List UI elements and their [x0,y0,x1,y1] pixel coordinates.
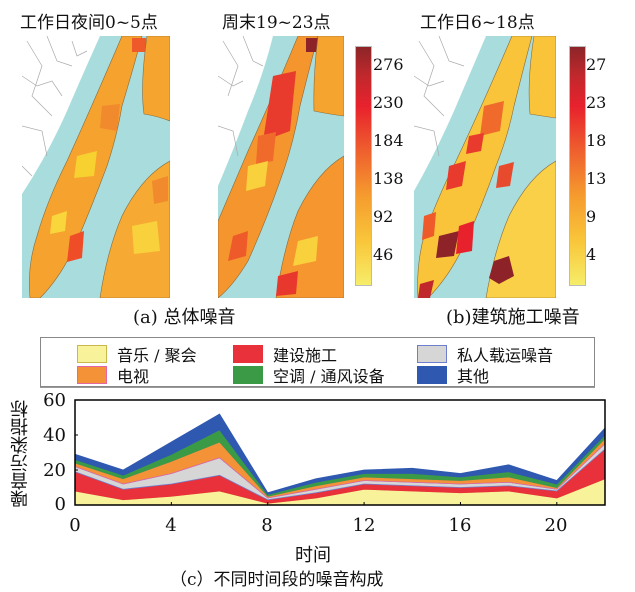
map-title-weekday-day: 工作日6~18点 [420,13,535,33]
colorbar-total-tick: 230 [373,93,404,112]
legend-label: 其他 [457,367,490,386]
colorbar-total-noise [355,46,372,286]
map-weekend-evening-graphic [218,36,344,298]
x-axis-label: 时间 [295,545,331,566]
chart-legend: 音乐 / 聚会 电视 建设施工 空调 / 通风设备 私人载运噪音 其他 [40,337,595,387]
legend-label: 电视 [117,367,150,386]
colorbar-construction-tick: 18 [586,131,607,150]
colorbar-total-tick: 92 [373,207,394,226]
colorbar-construction-tick: 4 [586,245,597,264]
x-tick-label: 12 [352,515,376,536]
legend-label: 私人载运噪音 [457,346,554,365]
colorbar-total-tick: 276 [373,55,404,74]
colorbar-construction-tick: 23 [586,93,607,112]
x-tick-label: 16 [448,515,472,536]
colorbar-construction-tick: 13 [586,169,607,188]
colorbar-total-tick: 46 [373,245,394,264]
y-tick-label: 0 [54,494,66,515]
legend-label: 音乐 / 聚会 [117,346,197,365]
y-tick-label: 40 [43,425,66,446]
legend-item: 其他 [417,363,489,387]
legend-item: 空调 / 通风设备 [233,363,385,387]
legend-swatch [417,366,447,384]
legend-label: 建设施工 [273,346,338,365]
caption-c: （c）不同时间段的噪音构成 [170,570,384,590]
legend-swatch [77,366,107,384]
legend-swatch [233,345,263,363]
legend-item: 建设施工 [233,342,337,366]
map-weekday-night-graphic [22,36,170,298]
map-weekday-night [22,36,170,298]
colorbar-total-tick: 138 [373,169,404,188]
map-weekday-day-graphic [414,36,556,298]
map-weekend-evening [218,36,344,298]
legend-swatch [233,366,263,384]
caption-b: (b)建筑施工噪音 [446,307,580,328]
plot-frame [74,399,606,506]
legend-item: 音乐 / 聚会 [77,342,197,366]
x-tick-label: 8 [261,515,273,536]
x-tick-label: 0 [69,515,81,536]
colorbar-total-tick: 184 [373,131,404,150]
legend-item: 私人载运噪音 [417,342,553,366]
legend-item: 电视 [77,363,149,387]
legend-swatch [417,345,447,363]
map-title-weekend-evening: 周末19~23点 [222,13,331,33]
legend-label: 空调 / 通风设备 [273,367,385,386]
legend-swatch [77,345,107,363]
y-tick-label: 60 [43,390,66,411]
map-weekday-day [414,36,556,298]
x-tick-label: 20 [544,515,568,536]
colorbar-construction-tick: 27 [586,55,607,74]
y-tick-label: 20 [43,460,66,481]
map-title-weekday-night: 工作日夜间0~5点 [20,13,158,33]
colorbar-construction-noise [569,46,586,286]
caption-a: (a) 总体噪音 [133,307,236,328]
colorbar-construction-tick: 9 [586,207,597,226]
x-tick-label: 4 [165,515,177,536]
